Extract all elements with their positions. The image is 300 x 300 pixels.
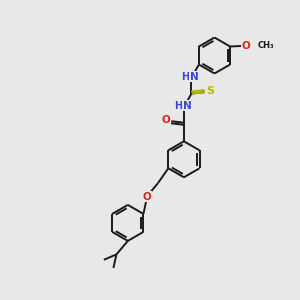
Text: N: N xyxy=(182,100,191,111)
Text: CH₃: CH₃ xyxy=(258,41,274,50)
Text: H: H xyxy=(181,71,189,82)
Text: O: O xyxy=(161,115,170,125)
Text: H: H xyxy=(174,100,182,111)
Text: O: O xyxy=(242,41,251,51)
Text: O: O xyxy=(142,191,151,202)
Text: S: S xyxy=(206,86,214,97)
Text: N: N xyxy=(190,71,199,82)
